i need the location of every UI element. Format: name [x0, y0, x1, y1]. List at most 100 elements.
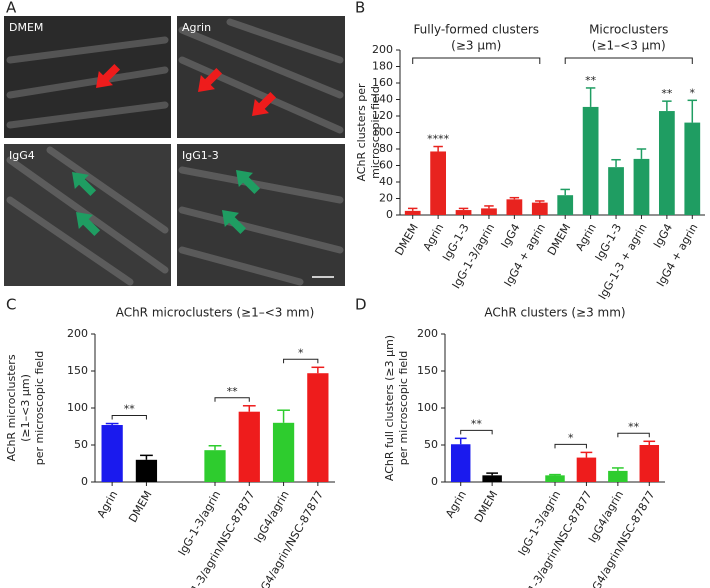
y-tick-label: 200	[67, 327, 88, 340]
bar	[639, 445, 660, 482]
panel-label: D	[355, 296, 367, 314]
micrograph	[4, 16, 171, 138]
significance: **	[628, 420, 640, 433]
y-tick-label: 0	[81, 475, 88, 488]
y-axis-label: AChR microclusters	[5, 354, 18, 461]
significance: **	[124, 403, 136, 416]
x-tick-label: DMEM	[126, 489, 154, 525]
y-tick-label: 80	[379, 142, 393, 155]
significance-bracket	[111, 415, 147, 420]
image-label: Agrin	[182, 21, 211, 34]
micrographs: A DMEM Agrin IgG4 IgG1-3	[4, 0, 345, 286]
arrows	[72, 63, 277, 237]
x-tick-label: Agrin	[95, 488, 121, 520]
panel-label: B	[355, 0, 365, 17]
y-tick-label: 50	[74, 438, 88, 451]
chart-title: AChR microclusters (≥1–<3 mm)	[116, 306, 315, 320]
y-tick-label: 60	[379, 159, 393, 172]
x-tick-label: IgG4	[651, 221, 675, 250]
bar	[404, 210, 421, 215]
y-tick-label: 120	[372, 109, 393, 122]
panel-label: A	[6, 0, 17, 17]
chart-title: AChR clusters (≥3 mm)	[484, 306, 625, 320]
x-tick-label: DMEM	[545, 222, 573, 258]
x-tick-label: IgG4/agrin	[252, 488, 292, 545]
group-label: Fully-formed clusters	[413, 23, 539, 37]
y-tick-label: 160	[372, 76, 393, 89]
y-axis-label: microscopic field	[369, 86, 382, 179]
bar	[576, 457, 597, 482]
y-tick-label: 100	[372, 126, 393, 139]
significance: *	[690, 86, 696, 99]
y-tick-label: 40	[379, 175, 393, 188]
bar	[506, 199, 523, 215]
bar	[204, 450, 226, 482]
group-bracket	[412, 57, 541, 64]
bar	[135, 459, 158, 482]
bar	[658, 111, 675, 215]
significance: **	[661, 87, 673, 100]
bar	[272, 422, 295, 482]
micrograph	[177, 144, 345, 286]
bar	[531, 202, 548, 215]
y-tick-label: 0	[431, 475, 438, 488]
y-tick-label: 100	[417, 401, 438, 414]
group-label: (≥3 µm)	[451, 39, 501, 53]
y-axis-label: AChR full clusters (≥3 µm)	[383, 335, 396, 481]
bar	[608, 167, 624, 215]
significance: *	[568, 431, 574, 444]
x-tick-label: IgG4	[498, 221, 522, 250]
bar	[482, 475, 502, 482]
bar	[481, 208, 497, 215]
y-tick-label: 140	[372, 93, 393, 106]
significance: **	[585, 74, 597, 87]
image-label: DMEM	[9, 21, 43, 34]
bar	[430, 151, 447, 215]
y-tick-label: 150	[417, 364, 438, 377]
significance: ****	[427, 133, 450, 146]
y-tick-label: 200	[372, 43, 393, 56]
significance: **	[227, 385, 239, 398]
y-tick-label: 20	[379, 192, 393, 205]
y-tick-label: 50	[424, 438, 438, 451]
x-tick-label: Agrin	[573, 221, 599, 253]
y-axis-label: per microscopic field	[33, 351, 46, 465]
bar	[101, 425, 123, 482]
bar	[455, 210, 472, 215]
x-tick-label: DMEM	[472, 488, 500, 524]
bar	[633, 158, 650, 215]
y-tick-label: 180	[372, 60, 393, 73]
image-label: IgG4	[9, 149, 35, 162]
significance: *	[298, 346, 304, 359]
significance-bracket	[554, 443, 587, 449]
image-label: IgG1-3	[182, 149, 219, 162]
y-axis-label: (≥1–<3 µm)	[19, 374, 32, 442]
y-axis-label: AChR clusters per	[355, 83, 368, 182]
significance: **	[471, 417, 483, 430]
bar	[557, 195, 574, 215]
x-tick-label: Agrin	[421, 221, 447, 253]
bar	[238, 411, 260, 482]
fibers	[6, 18, 344, 286]
panel-label: C	[6, 296, 16, 314]
significance-bracket	[283, 358, 319, 364]
x-tick-label: DMEM	[392, 222, 420, 258]
group-label: Microclusters	[589, 23, 668, 37]
bar	[450, 444, 471, 482]
bar	[684, 122, 701, 215]
y-tick-label: 200	[417, 327, 438, 340]
bar	[545, 475, 565, 482]
significance-bracket	[460, 429, 493, 435]
bar	[307, 373, 329, 482]
significance-bracket	[214, 397, 250, 402]
y-tick-label: 150	[67, 364, 88, 377]
micrograph	[177, 16, 345, 138]
x-tick-label: Agrin	[443, 488, 469, 520]
y-tick-label: 100	[67, 401, 88, 414]
group-label: (≥1–<3 µm)	[592, 39, 666, 53]
group-bracket	[564, 57, 693, 64]
y-axis-label: per microscopic field	[397, 351, 410, 465]
bar	[608, 470, 628, 482]
bar	[582, 106, 599, 215]
